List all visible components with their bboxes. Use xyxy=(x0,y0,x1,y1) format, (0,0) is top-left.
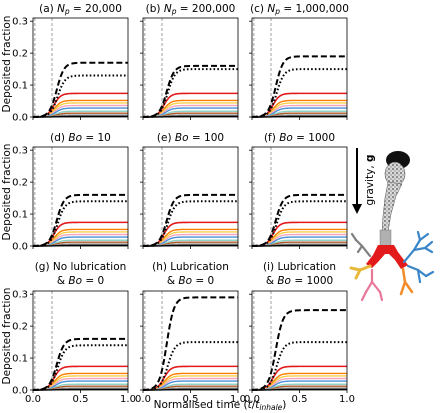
panel-title: (a) Np = 20,000 xyxy=(39,3,122,16)
series-dashed-line xyxy=(251,309,347,391)
axes-frame xyxy=(32,290,129,391)
x-tick-label: 0.5 xyxy=(73,394,89,405)
ylabel-row-3: Deposited fraction xyxy=(1,288,13,385)
y-tick-label: 0.3 xyxy=(12,146,28,157)
panel-title-line2: & Bo = 1000 xyxy=(266,275,333,287)
axes-frame xyxy=(142,146,239,247)
series-solid-line xyxy=(142,92,238,118)
left-lower-branches xyxy=(360,268,384,302)
trachea xyxy=(381,181,403,233)
series-dotted-line xyxy=(32,200,128,247)
panel-title: (d) Bo = 10 xyxy=(50,132,111,144)
series-dashed-line xyxy=(142,296,238,391)
panel-title: (g) No lubrication xyxy=(35,261,127,273)
series-solid-line xyxy=(32,365,128,391)
right-branches xyxy=(402,230,435,284)
panel-f: (f) Bo = 1000 xyxy=(249,132,348,249)
series-dotted-line xyxy=(142,68,238,118)
panel-title: (f) Bo = 1000 xyxy=(264,132,335,144)
series-solid-line xyxy=(251,221,347,247)
panel-i: (i) Lubrication & Bo = 1000 0.0 0.5 1.0 xyxy=(244,261,355,405)
y-tick-label: 0.1 xyxy=(12,210,28,221)
panel-b: (b) Np = 200,000 xyxy=(140,3,239,120)
series-dotted-line xyxy=(251,341,347,391)
y-tick-label: 0.3 xyxy=(12,17,28,28)
ylabel-row-1: Deposited fraction xyxy=(1,16,13,113)
left-middle-branches xyxy=(349,264,372,280)
x-tick-label: 0.5 xyxy=(183,394,199,405)
gravity-label: gravity, g xyxy=(364,154,376,205)
x-tick-label: 1.0 xyxy=(230,394,246,405)
series-dashed-line xyxy=(251,55,347,118)
x-tick-label: 0.0 xyxy=(25,394,41,405)
y-tick-label: 0.0 xyxy=(12,113,28,124)
x-tick-label: 1.0 xyxy=(120,394,136,405)
ylabel-row-2: Deposited fraction xyxy=(1,144,13,241)
series-dotted-line xyxy=(32,344,128,391)
series-dotted-line xyxy=(142,341,238,391)
y-tick-label: 0.0 xyxy=(12,386,28,397)
right-lower-branches xyxy=(399,267,414,296)
series-solid-line xyxy=(32,221,128,247)
panel-a: (a) Np = 20,000 0.0 0.1 0.2 0.3 xyxy=(12,3,129,124)
panel-title-line2: & Bo = 0 xyxy=(167,275,214,287)
panel-title-line2: & Bo = 0 xyxy=(57,275,104,287)
axes-frame xyxy=(251,17,348,118)
axes-frame xyxy=(32,146,129,247)
series-solid-line xyxy=(142,221,238,247)
axes-frame xyxy=(251,146,348,247)
panel-h: (h) Lubrication & Bo = 0 0.0 0.5 1.0 xyxy=(135,261,246,405)
panel-title: (h) Lubrication xyxy=(152,261,229,273)
airway-model-illustration xyxy=(349,151,435,302)
panels-group: (a) Np = 20,000 0.0 0.1 0.2 0.3 (b) Np = 200,… xyxy=(12,3,355,405)
x-tick-label: 0.0 xyxy=(135,394,151,405)
main-bronchi xyxy=(366,245,408,269)
y-tick-label: 0.2 xyxy=(12,178,28,189)
y-tick-label: 0.2 xyxy=(12,322,28,333)
series-solid-line xyxy=(32,92,128,118)
panel-title: (e) Bo = 100 xyxy=(157,132,224,144)
series-dashed-line xyxy=(142,64,238,118)
x-tick-label: 1.0 xyxy=(339,394,355,405)
panel-e: (e) Bo = 100 xyxy=(140,132,239,249)
axes-frame xyxy=(142,17,239,118)
series-dotted-line xyxy=(251,200,347,247)
y-tick-label: 0.2 xyxy=(12,49,28,60)
series-solid-line xyxy=(251,365,347,391)
y-tick-label: 0.3 xyxy=(12,290,28,301)
axes-frame xyxy=(32,17,129,118)
axes-frame xyxy=(142,290,239,391)
panel-c: (c) Np = 1,000,000 xyxy=(249,3,349,120)
axes-frame xyxy=(251,290,348,391)
gravity-indicator: gravity, g xyxy=(352,148,376,214)
panel-title: (b) Np = 200,000 xyxy=(146,3,236,16)
panel-d: (d) Bo = 10 0.0 0.1 0.2 0.3 xyxy=(12,132,129,253)
series-dotted-line xyxy=(251,68,347,118)
xlabel: Normalised time (t/tinhale) xyxy=(154,399,287,412)
left-upper-branches xyxy=(350,232,372,258)
panel-title: (i) Lubrication xyxy=(263,261,336,273)
gravity-arrow-icon xyxy=(352,204,362,214)
panel-title: (c) Np = 1,000,000 xyxy=(250,3,349,16)
x-tick-label: 0.0 xyxy=(244,394,260,405)
y-tick-label: 0.1 xyxy=(12,81,28,92)
series-dashed-line xyxy=(32,193,128,247)
series-dashed-line xyxy=(32,337,128,391)
series-dashed-line xyxy=(251,193,347,247)
series-dashed-line xyxy=(142,193,238,247)
trachea-lower xyxy=(379,229,392,247)
y-tick-label: 0.0 xyxy=(12,242,28,253)
series-solid-line xyxy=(142,365,238,391)
x-tick-label: 0.5 xyxy=(292,394,308,405)
series-solid-line xyxy=(251,92,347,118)
series-dotted-line xyxy=(142,200,238,247)
series-dotted-line xyxy=(32,74,128,118)
panel-g: (g) No lubrication & Bo = 0 0.0 0.1 0.2 0.3 0.… xyxy=(12,261,136,405)
series-dashed-line xyxy=(32,61,128,118)
y-tick-label: 0.1 xyxy=(12,354,28,365)
